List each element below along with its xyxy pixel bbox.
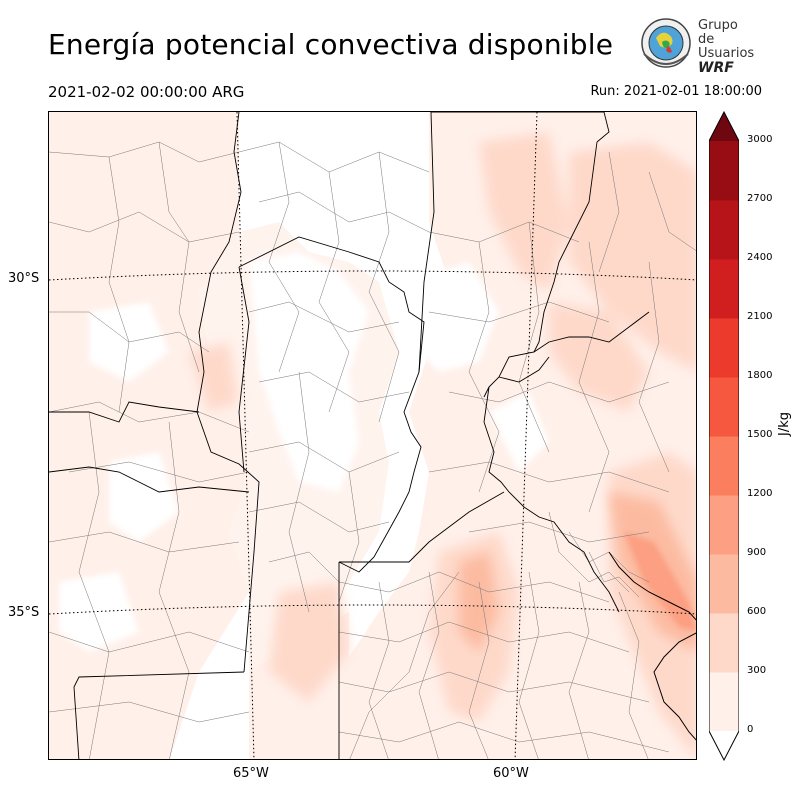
colorbar-tick-label: 1500: [747, 429, 773, 440]
colorbar-tick-label: 300: [747, 665, 767, 676]
colorbar-cell: [709, 613, 739, 673]
graticule: [49, 112, 696, 759]
logo-line-3: WRF: [698, 60, 734, 76]
colorbar-tick-label: 3000: [747, 134, 773, 145]
colorbar-cell: [709, 377, 739, 437]
cape-map: [48, 111, 697, 760]
run-time: Run: 2021-02-01 18:00:00: [590, 84, 762, 99]
colorbar-tick-label: 2700: [747, 193, 773, 204]
lon-label-65w: 65°W: [233, 766, 269, 781]
colorbar-tick-label: 2400: [747, 252, 773, 263]
colorbar-cell: [709, 259, 739, 319]
colorbar-tick-label: 0: [747, 724, 754, 735]
colorbar-cell: [709, 318, 739, 378]
valid-time: 2021-02-02 00:00:00 ARG: [48, 83, 245, 101]
colorbar-cell: [709, 554, 739, 614]
logo-line-1: Grupo de: [698, 18, 738, 47]
colorbar-tick-label: 900: [747, 547, 767, 558]
logo-line-2: Usuarios: [698, 46, 755, 61]
colorbar-cell: [709, 200, 739, 260]
colorbar: [708, 110, 743, 762]
colorbar-cell: [709, 672, 739, 732]
lon-label-60w: 60°W: [493, 766, 529, 781]
province-boundaries: [49, 112, 650, 759]
department-boundaries: [49, 141, 696, 759]
globe-icon: [641, 18, 691, 68]
lat-label-35s: 35°S: [8, 605, 40, 620]
colorbar-tick-label: 1200: [747, 488, 773, 499]
colorbar-tick-label: 600: [747, 606, 767, 617]
colorbar-tick-label: 1800: [747, 370, 773, 381]
logo-text: Grupo de Usuarios WRF: [698, 18, 758, 76]
colorbar-unit: J/kg: [777, 412, 792, 436]
page-title: Energía potencial convectiva disponible: [48, 28, 614, 61]
colorbar-extend-min: [709, 731, 739, 760]
cape-blank-areas: [59, 252, 549, 652]
colorbar-tick-label: 2100: [747, 311, 773, 322]
lat-label-30s: 30°S: [8, 271, 40, 286]
colorbar-cell: [709, 495, 739, 555]
colorbar-cell: [709, 436, 739, 496]
wrf-logo: Grupo de Usuarios WRF: [638, 16, 758, 76]
colorbar-cell: [709, 141, 739, 201]
coastline: [608, 551, 696, 741]
colorbar-extend-max: [709, 112, 739, 141]
